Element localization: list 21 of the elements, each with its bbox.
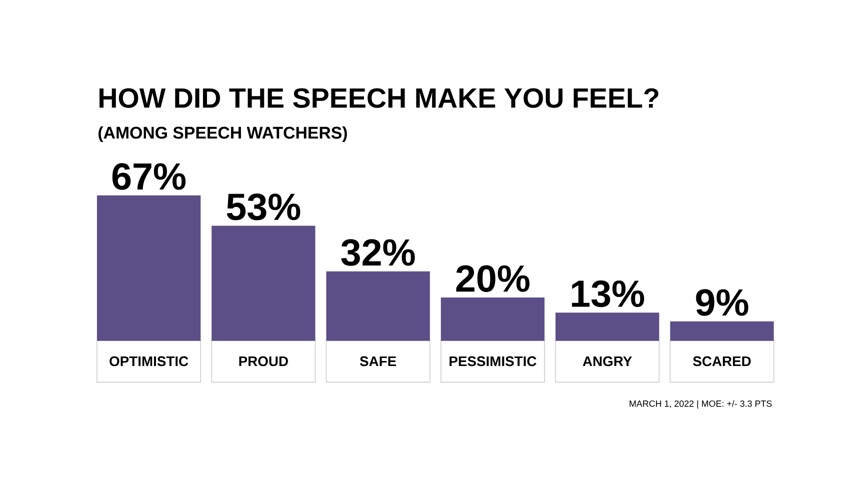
- bar: [212, 226, 316, 341]
- x-tick-label: PESSIMISTIC: [450, 356, 536, 366]
- bar: [670, 321, 774, 341]
- x-tick-label: ANGRY: [582, 356, 632, 366]
- chart-title: HOW DID THE SPEECH MAKE YOU FEEL?: [100, 88, 658, 108]
- chart-subtitle: (AMONG SPEECH WATCHERS): [98, 126, 347, 142]
- bar: [96, 195, 201, 341]
- x-tick-label: PROUD: [239, 356, 288, 366]
- data-label: 20%: [456, 265, 530, 292]
- data-label: 53%: [226, 193, 300, 220]
- x-tick-label: OPTIMISTIC: [110, 356, 188, 366]
- x-tick-label: SAFE: [360, 356, 396, 366]
- data-label: 9%: [696, 288, 748, 316]
- x-tick-label: SCARED: [693, 356, 751, 366]
- data-label: 13%: [572, 280, 644, 307]
- bar: [326, 271, 430, 341]
- bar: [556, 312, 660, 341]
- bar: [440, 297, 545, 341]
- data-label: 32%: [341, 238, 415, 266]
- text: MARCH 1, 2022 | MOE: +/- 3.3 PTS: [630, 400, 772, 408]
- data-label: 67%: [112, 162, 186, 190]
